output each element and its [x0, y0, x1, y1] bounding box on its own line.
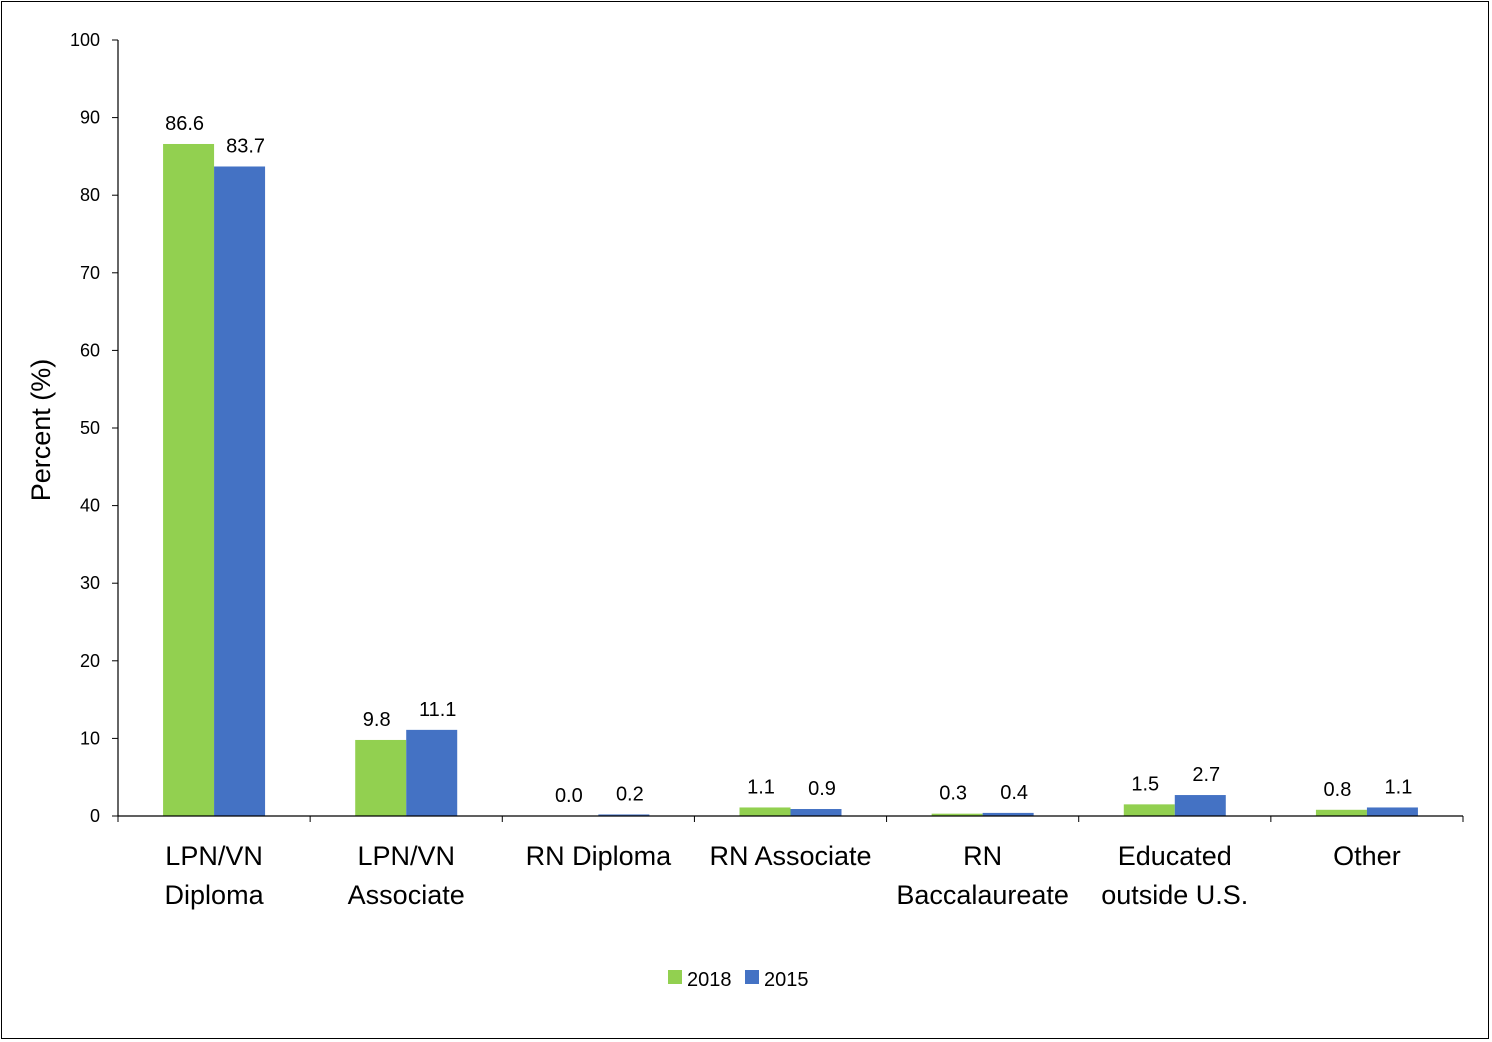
y-tick-label: 40 — [80, 496, 100, 516]
data-label-2015-5: 2.7 — [1192, 764, 1220, 786]
bar-2015-1 — [406, 729, 458, 816]
x-category-label: RN Associate — [709, 841, 871, 871]
bar-2018-4 — [931, 813, 983, 816]
data-label-2015-2: 0.2 — [616, 783, 644, 805]
bar-2015-3 — [790, 809, 842, 816]
data-label-2018-1: 9.8 — [363, 709, 391, 731]
y-axis-title: Percent (%) — [26, 359, 56, 502]
data-label-2018-0: 86.6 — [165, 113, 204, 135]
legend-label-2015: 2015 — [764, 969, 809, 991]
bar-2015-5 — [1174, 795, 1226, 816]
x-category-label: LPN/VN — [357, 841, 455, 871]
x-category-label: Other — [1333, 841, 1401, 871]
data-label-2015-0: 83.7 — [226, 135, 265, 157]
axes-layer: 0 10 20 30 40 50 60 70 80 90 100 LPN/VN Diploma LPN/V… — [70, 30, 1464, 910]
bars-layer — [163, 143, 1418, 816]
bar-2018-6 — [1315, 809, 1367, 816]
data-label-2015-4: 0.4 — [1000, 782, 1028, 804]
legend: 2018 2015 — [668, 969, 809, 991]
bar-2015-2 — [598, 814, 650, 816]
bar-2018-1 — [355, 739, 407, 816]
x-category-label: Baccalaureate — [896, 880, 1069, 910]
legend-swatch-2015 — [745, 970, 759, 984]
y-tick-label: 100 — [70, 30, 100, 50]
y-tick-label: 70 — [80, 263, 100, 283]
x-category-label: RN — [963, 841, 1002, 871]
y-tick-label: 80 — [80, 185, 100, 205]
y-tick-label: 30 — [80, 573, 100, 593]
x-category-label: outside U.S. — [1101, 880, 1248, 910]
y-tick-label: 50 — [80, 418, 100, 438]
data-labels-layer: 86.6 9.8 0.0 1.1 0.3 1.5 0.8 83.7 11.1 0.2 0.9 0.4 2… — [165, 113, 1412, 807]
bar-2018-3 — [739, 807, 791, 816]
x-category-label: LPN/VN — [165, 841, 263, 871]
x-category-label: RN Diploma — [526, 841, 673, 871]
data-label-2018-4: 0.3 — [939, 783, 967, 805]
data-label-2018-5: 1.5 — [1131, 773, 1159, 795]
bar-2015-0 — [214, 166, 266, 816]
data-label-2015-1: 11.1 — [419, 699, 456, 721]
x-category-label: Educated — [1118, 841, 1232, 871]
y-tick-label: 10 — [80, 728, 100, 748]
data-label-2015-6: 1.1 — [1385, 776, 1413, 798]
y-tick-label: 90 — [80, 108, 100, 128]
y-tick-label: 60 — [80, 340, 100, 360]
bar-2018-0 — [163, 143, 215, 816]
data-label-2018-2: 0.0 — [555, 785, 583, 807]
data-label-2018-6: 0.8 — [1324, 779, 1352, 801]
legend-swatch-2018 — [668, 970, 682, 984]
y-tick-label: 20 — [80, 651, 100, 671]
bar-2015-6 — [1366, 807, 1418, 816]
data-label-2015-3: 0.9 — [808, 778, 836, 800]
bar-2015-4 — [982, 812, 1034, 816]
x-category-label: Associate — [348, 880, 465, 910]
bar-2018-5 — [1123, 804, 1175, 816]
legend-label-2018: 2018 — [687, 969, 732, 991]
y-tick-label: 0 — [90, 806, 100, 826]
x-category-label: Diploma — [165, 880, 265, 910]
data-label-2018-3: 1.1 — [747, 776, 775, 798]
